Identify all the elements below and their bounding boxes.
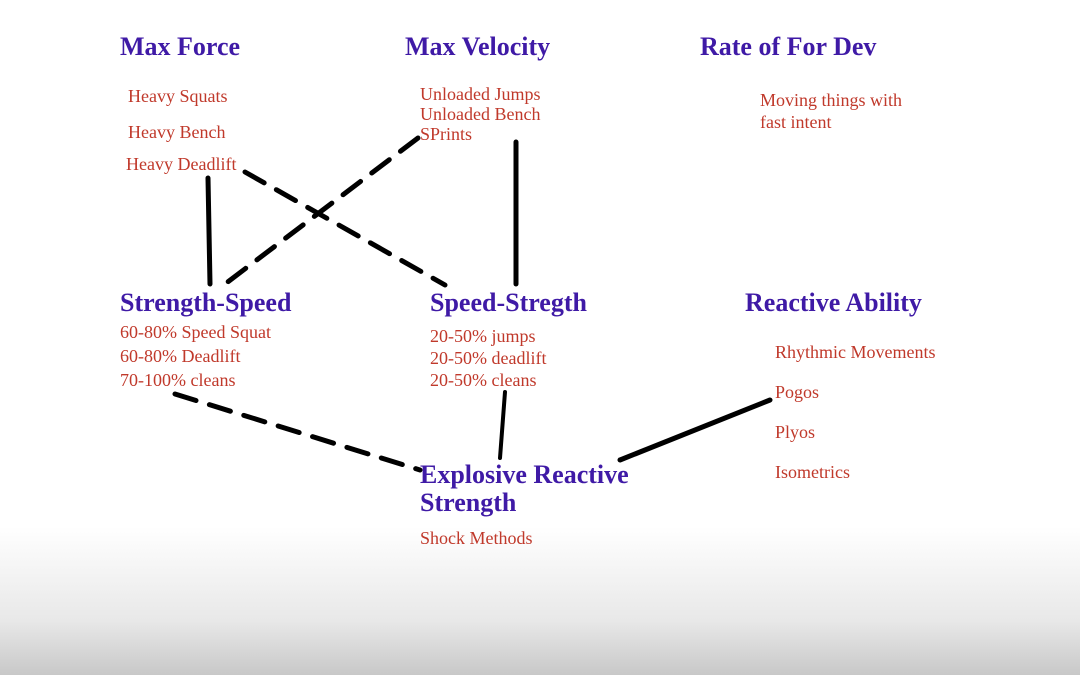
node-ss-1: 60-80% Speed Squat xyxy=(120,322,271,343)
edge-mv-to-ss xyxy=(225,138,418,284)
node-moving-fast-2: fast intent xyxy=(760,112,831,133)
node-rate-for-dev: Rate of For Dev xyxy=(700,32,876,62)
node-speed-strength: Speed-Stregth xyxy=(430,288,587,318)
node-reactive-ability: Reactive Ability xyxy=(745,288,922,318)
node-unloaded-bench: Unloaded Bench xyxy=(420,104,540,125)
edge-mf-to-sps xyxy=(245,172,445,285)
edge-sps-to-ers xyxy=(500,392,505,458)
edge-ers-to-ra xyxy=(620,400,770,460)
diagram-canvas: Max Force Max Velocity Rate of For Dev Heav… xyxy=(0,0,1080,675)
node-max-velocity: Max Velocity xyxy=(405,32,550,62)
node-unloaded-jumps: Unloaded Jumps xyxy=(420,84,541,105)
node-sps-3: 20-50% cleans xyxy=(430,370,536,391)
node-ra-4: Isometrics xyxy=(775,462,850,483)
node-ra-2: Pogos xyxy=(775,382,819,403)
node-ers-1: Explosive Reactive xyxy=(420,460,629,490)
node-moving-fast-1: Moving things with xyxy=(760,90,902,111)
node-heavy-bench: Heavy Bench xyxy=(128,122,225,143)
node-ers-2: Strength xyxy=(420,488,516,518)
node-sprints: SPrints xyxy=(420,124,472,145)
node-sps-1: 20-50% jumps xyxy=(430,326,536,347)
node-max-force: Max Force xyxy=(120,32,240,62)
node-ra-1: Rhythmic Movements xyxy=(775,342,936,363)
edge-ss-to-ers xyxy=(175,394,420,470)
node-ss-3: 70-100% cleans xyxy=(120,370,235,391)
node-heavy-squats: Heavy Squats xyxy=(128,86,227,107)
node-heavy-deadlift: Heavy Deadlift xyxy=(126,154,236,175)
edge-mf-to-ss xyxy=(208,178,210,284)
node-sps-2: 20-50% deadlift xyxy=(430,348,546,369)
node-ra-3: Plyos xyxy=(775,422,815,443)
node-ss-2: 60-80% Deadlift xyxy=(120,346,240,367)
node-shock-methods: Shock Methods xyxy=(420,528,533,549)
node-strength-speed: Strength-Speed xyxy=(120,288,291,318)
